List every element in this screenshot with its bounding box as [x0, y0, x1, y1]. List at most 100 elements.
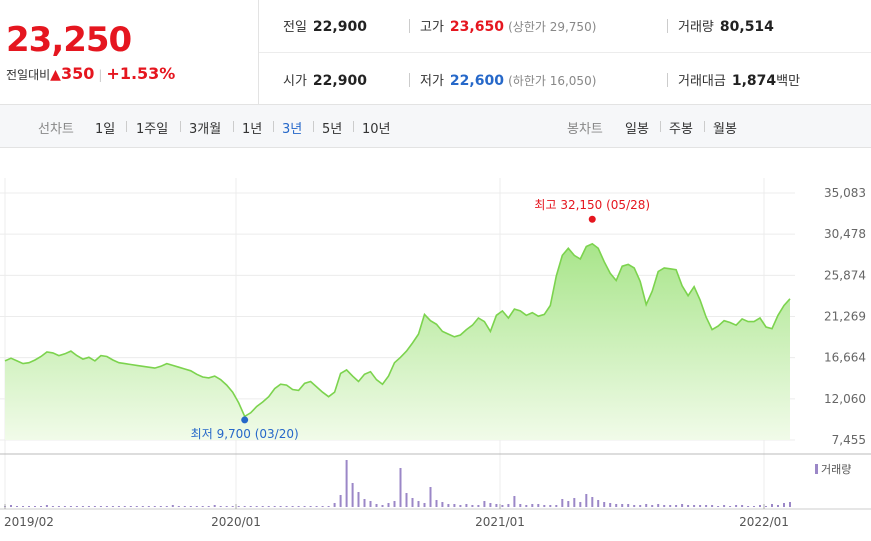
change-divider: |	[98, 68, 103, 82]
volume-bar	[10, 505, 12, 507]
volume-bar	[45, 505, 48, 507]
volume-bar	[693, 505, 696, 507]
volume-bar	[369, 501, 372, 507]
volume-bar	[297, 506, 300, 507]
volume-bar	[525, 505, 528, 507]
volume-bar	[603, 502, 606, 507]
volume-bar	[465, 504, 468, 507]
volume-bar	[69, 506, 72, 507]
toolbar-divider	[313, 121, 314, 132]
open-value: 22,900	[312, 73, 367, 89]
volume-bar	[675, 505, 678, 507]
period-1y[interactable]: 1년	[242, 122, 263, 137]
volume-legend: 거래량	[821, 463, 851, 476]
volume-bar	[387, 503, 390, 507]
volume-bar	[225, 506, 228, 507]
volume-bar	[105, 506, 108, 507]
volume-bar	[213, 505, 216, 507]
volume-bar	[669, 505, 672, 507]
price-area	[5, 243, 790, 440]
toolbar-divider	[126, 121, 127, 132]
volume-bar	[555, 505, 558, 507]
volume-bar	[345, 460, 348, 507]
prev-close-value: 22,900	[312, 19, 367, 35]
volume-bar	[87, 506, 90, 507]
prev-close-label: 전일	[283, 20, 307, 35]
amount-unit: 백만	[776, 74, 801, 89]
volume-bar	[195, 506, 198, 507]
toolbar-divider	[704, 121, 705, 132]
y-tick-label: 12,060	[824, 392, 866, 406]
volume-bar	[441, 502, 444, 507]
volume-bar	[405, 493, 408, 507]
low-value: 22,600	[449, 73, 504, 89]
volume-bar	[165, 506, 168, 507]
volume-bar	[22, 506, 24, 507]
volume-bar	[477, 505, 480, 507]
volume-bar	[711, 505, 714, 507]
period-3m[interactable]: 3개월	[189, 122, 222, 137]
period-5y[interactable]: 5년	[322, 122, 343, 137]
price-chart: 35,083 30,478 25,874 21,269 16,664 12,060 7,45…	[0, 178, 871, 529]
row-divider	[259, 52, 871, 53]
change-row: 전일대비▲350 | +1.53%	[6, 64, 175, 83]
low-marker	[241, 416, 249, 424]
period-3y[interactable]: 3년	[282, 122, 303, 137]
candle-chart-label: 봉차트	[567, 122, 603, 137]
volume-bar	[201, 506, 204, 507]
col-divider	[667, 73, 668, 87]
volume-bar	[249, 506, 252, 507]
volume-bar	[237, 506, 240, 507]
volume-bar	[615, 504, 618, 507]
volume-bar	[51, 506, 54, 507]
volume-bar	[28, 506, 30, 507]
candle-monthly[interactable]: 월봉	[713, 122, 737, 137]
volume-bar	[651, 505, 654, 507]
volume-bar	[189, 506, 192, 507]
volume-bar	[183, 506, 186, 507]
x-tick-label: 2019/02	[4, 515, 54, 529]
price-line	[4, 242, 791, 418]
volume-bar	[153, 506, 156, 507]
volume-bar	[117, 506, 120, 507]
volume-bar	[543, 505, 546, 507]
volume-bar	[681, 504, 684, 507]
volume-bar	[219, 506, 222, 507]
toolbar-divider	[180, 121, 181, 132]
volume-bar	[255, 506, 258, 507]
volume-bar	[309, 506, 312, 507]
y-tick-label: 7,455	[832, 433, 866, 447]
volume-bar	[765, 506, 767, 507]
candle-weekly[interactable]: 주봉	[669, 122, 693, 137]
volume-bar	[63, 506, 66, 507]
volume-bar	[99, 506, 102, 507]
volume-bar	[81, 506, 84, 507]
period-1w[interactable]: 1주일	[136, 122, 169, 137]
volume-bar	[723, 505, 726, 507]
volume-bar	[135, 506, 138, 507]
line-chart-label: 선차트	[38, 122, 74, 137]
volume-bar	[489, 503, 492, 507]
col-divider	[409, 19, 410, 33]
volume-bar	[16, 506, 18, 507]
change-value: 350	[60, 64, 95, 83]
volume-bar	[435, 500, 438, 507]
volume-bar	[627, 504, 630, 507]
volume-bar	[759, 505, 761, 507]
volume-bar	[393, 501, 396, 507]
amount-label: 거래대금	[678, 74, 726, 89]
period-1d[interactable]: 1일	[95, 122, 116, 137]
volume-bar	[111, 506, 114, 507]
volume-bar	[34, 506, 36, 507]
high-annotation: 최고 32,150 (05/28)	[534, 198, 650, 212]
volume-bar	[471, 505, 474, 507]
volume-bar	[645, 504, 648, 507]
period-10y[interactable]: 10년	[362, 122, 391, 137]
low-annotation: 최저 9,700 (03/20)	[191, 427, 299, 441]
current-price: 23,250	[6, 20, 132, 60]
volume-bar	[789, 502, 791, 507]
candle-daily[interactable]: 일봉	[625, 122, 649, 137]
volume-bar	[381, 505, 384, 507]
volume-bar	[663, 505, 666, 507]
